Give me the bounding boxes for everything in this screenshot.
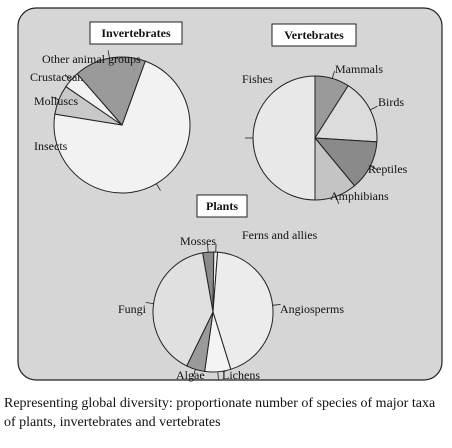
- slice-label: Angiosperms: [280, 302, 344, 316]
- pie-slice: [76, 56, 146, 126]
- leader-line: [370, 165, 378, 171]
- slice-label: Lichens: [222, 368, 260, 382]
- slice-label: Crustaceans: [30, 70, 88, 84]
- leader-line: [207, 244, 209, 253]
- slice-label: Birds: [378, 95, 404, 109]
- leader-line: [331, 70, 335, 79]
- slice-label: Molluscs: [34, 94, 78, 108]
- slice-label: Mosses: [180, 234, 216, 248]
- leader-line: [156, 183, 161, 191]
- slice-label: Insects: [34, 139, 68, 153]
- slice-label: Amphibians: [330, 189, 389, 203]
- chart: Insects Molluscs Crustaceans Other animal g…: [17, 7, 443, 382]
- title-box: [196, 194, 248, 218]
- title-box: [89, 21, 183, 45]
- slice-label: Mammals: [335, 62, 383, 76]
- chart-title: Vertebrates: [284, 28, 344, 42]
- slice-label: Reptiles: [368, 162, 408, 176]
- leader-line: [192, 369, 196, 378]
- chart-title: Plants: [206, 199, 238, 213]
- leader-line: [217, 371, 219, 380]
- pie-slice: [314, 84, 378, 143]
- pie-slice: [152, 252, 214, 367]
- leader-line: [370, 105, 378, 111]
- pie-slice: [53, 60, 191, 194]
- slice-label: Ferns and allies: [242, 228, 318, 242]
- leader-line: [335, 196, 340, 204]
- leader-line: [272, 304, 281, 306]
- leader-line: [64, 74, 72, 81]
- chart-title: Invertebrates: [101, 26, 171, 40]
- leader-line: [51, 96, 60, 101]
- caption: Representing global diversity: proportio…: [4, 396, 436, 430]
- title-box: [271, 23, 357, 47]
- slice-label: Algae: [176, 368, 205, 382]
- leader-line: [107, 50, 110, 59]
- slice-label: Fishes: [242, 72, 273, 86]
- slice-label: Fungi: [118, 302, 147, 316]
- pie-slice: [212, 251, 274, 370]
- leader-line: [145, 302, 154, 305]
- slice-label: Other animal groups: [42, 52, 141, 66]
